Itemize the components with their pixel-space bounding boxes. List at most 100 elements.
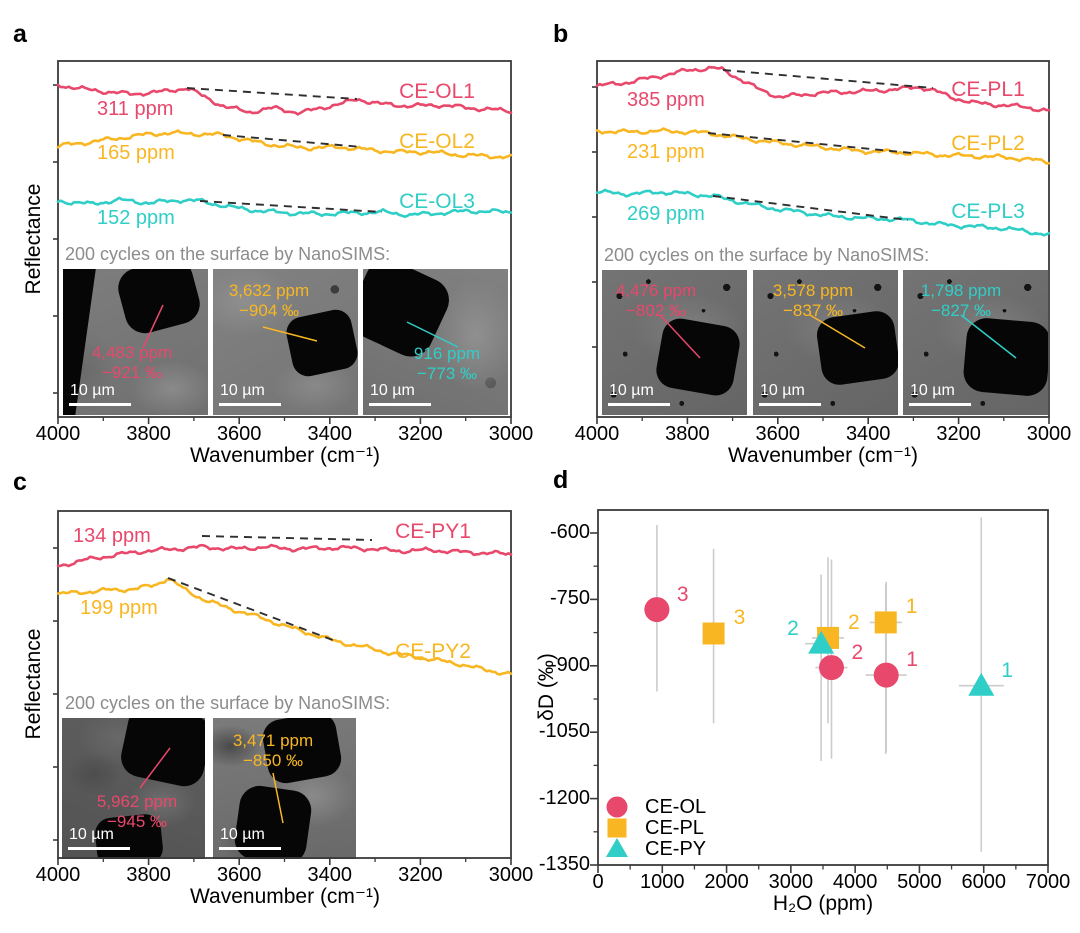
panel-c-label: c [13, 468, 27, 496]
marker-circle-CE-OL1 [873, 662, 899, 688]
panel-d-xtick-label: 5000 [897, 871, 942, 893]
sem-scalebar [909, 403, 971, 406]
sem-h2o-value: 3,578 ppm [772, 281, 854, 300]
sem-dD-value: −827 ‰ [930, 300, 991, 320]
sem-annotation: 916 ppm −773 ‰ [387, 344, 507, 383]
panel-a-xtick-label: 3000 [488, 423, 534, 445]
spectrum-curve-CE-OL2 [56, 129, 513, 160]
spectrum-curve-CE-PL3 [595, 188, 1051, 237]
sem-scalebar [219, 403, 281, 406]
panel-b-xaxis-title: Wavenumber (cm⁻¹) [728, 444, 918, 467]
sem-scalebar-label: 10 µm [609, 382, 654, 399]
legend-circle-icon [606, 796, 628, 818]
panel-a-xtick-label: 4000 [35, 423, 81, 445]
sem-image-b3: 1,798 ppm −827 ‰ 10 µm [903, 270, 1048, 415]
sem-dD-value: −904 ‰ [238, 300, 299, 320]
marker-circle-CE-OL2 [818, 655, 844, 681]
sem-h2o-value: 5,962 ppm [96, 792, 178, 811]
sem-pointer-line [262, 326, 318, 342]
trace-label-CE-OL3: CE-OL3 [399, 190, 475, 213]
spectrum-curve-CE-PY1 [56, 543, 513, 568]
marker-square-CE-PL1 [874, 611, 897, 634]
sem-scalebar [69, 403, 131, 406]
sem-dD-value: −945 ‰ [106, 811, 167, 831]
panel-d-xaxis-title: H₂O (ppm) [772, 892, 874, 915]
sem-annotation: 5,962 ppm −945 ‰ [72, 792, 202, 831]
point-sample-number-CE-PY2: 2 [787, 616, 799, 640]
continuum-dashed-line-CE-OL1 [186, 87, 358, 100]
marker-triangle-CE-PY1 [968, 672, 995, 696]
sem-dD-value: −850 ‰ [242, 750, 303, 770]
panel-d-ytick-label: -600 [549, 521, 590, 543]
sem-annotation: 3,471 ppm −850 ‰ [213, 731, 335, 770]
panel-a-xtick-label: 3200 [398, 423, 443, 445]
panel-a-label: a [13, 20, 27, 48]
marker-square-CE-PL3 [702, 622, 725, 645]
sem-image-a3: 916 ppm −773 ‰ 10 µm [363, 269, 508, 415]
continuum-dashed-line-CE-OL3 [199, 200, 383, 213]
sem-image-c1: 5,962 ppm −945 ‰ 10 µm [62, 718, 205, 859]
sem-scalebar [759, 403, 821, 406]
spectrum-curve-CE-PY2 [56, 578, 513, 676]
panel-b-xtick-label: 3000 [1026, 423, 1072, 445]
legend-label-CE-PY: CE-PY [645, 838, 707, 860]
sem-h2o-value: 916 ppm [413, 344, 481, 363]
sem-h2o-value: 3,471 ppm [232, 731, 314, 750]
water-content-label-CE-OL3: 152 ppm [97, 207, 175, 229]
panel-c-inset-title: 200 cycles on the surface by NanoSIMS: [65, 693, 391, 713]
sem-annotation: 3,632 ppm −904 ‰ [213, 281, 329, 320]
sem-image-a2: 3,632 ppm −904 ‰ 10 µm [213, 269, 358, 415]
continuum-dashed-line-CE-PY2 [167, 577, 339, 643]
continuum-dashed-line-CE-PL2 [707, 132, 913, 154]
sem-scalebar [608, 403, 670, 406]
sem-scalebar [369, 403, 431, 406]
panel-d-xtick-label: 2000 [704, 871, 749, 893]
marker-circle-CE-OL3 [644, 597, 670, 623]
panel-d-xtick-label: 3000 [768, 871, 814, 893]
sem-dD-value: −773 ‰ [416, 363, 477, 383]
sem-image-b2: 3,578 ppm −837 ‰ 10 µm [753, 270, 898, 415]
panel-d-xtick-label: 1000 [640, 871, 685, 893]
sem-dD-value: −837 ‰ [782, 300, 843, 320]
water-content-label-CE-OL2: 165 ppm [97, 142, 175, 164]
sem-pointer-line [809, 314, 866, 349]
sem-pointer-line [139, 747, 171, 789]
sem-scalebar-label: 10 µm [70, 382, 115, 399]
legend-label-CE-OL: CE-OL [645, 796, 707, 818]
trace-label-CE-PY2: CE-PY2 [395, 640, 471, 663]
point-sample-number-CE-PL3: 3 [733, 606, 746, 630]
panel-d-ytick-label: -750 [549, 587, 590, 610]
trace-label-CE-OL1: CE-OL1 [399, 80, 475, 103]
sem-scalebar-label: 10 µm [220, 382, 265, 399]
panel-b-inset-title: 200 cycles on the surface by NanoSIMS: [604, 245, 930, 265]
legend-square-icon [607, 818, 627, 838]
point-sample-number-CE-OL3: 3 [676, 582, 689, 606]
panel-a-yaxis-title: Reflectance [22, 183, 45, 295]
sem-pointer-line [406, 321, 459, 348]
point-sample-number-CE-PY1: 1 [1001, 658, 1013, 682]
panel-c-xtick-label: 3400 [307, 864, 353, 886]
continuum-dashed-line-CE-PL1 [722, 69, 934, 89]
point-sample-number-CE-PL1: 1 [905, 595, 918, 619]
sem-pointer-line [272, 772, 284, 824]
continuum-dashed-line-CE-PL3 [712, 195, 909, 221]
sem-scalebar-label: 10 µm [370, 382, 415, 399]
point-sample-number-CE-OL1: 1 [906, 648, 918, 672]
panel-d-xtick-label: 0 [592, 871, 604, 893]
panel-d-label: d [553, 466, 569, 494]
panel-b-xtick-label: 3400 [845, 423, 891, 445]
sem-image-b1: 4,476 ppm −802 ‰ 10 µm [602, 270, 747, 415]
sem-pointer-line [142, 304, 164, 349]
sem-scalebar-label: 10 µm [69, 826, 114, 843]
sem-h2o-value: 4,483 ppm [91, 343, 173, 362]
spectrum-curve-CE-PL2 [595, 127, 1051, 165]
water-content-label-CE-PL1: 385 ppm [627, 89, 705, 111]
sem-scalebar [68, 847, 130, 850]
panel-c-xtick-label: 3200 [398, 864, 443, 886]
sem-dD-value: −921 ‰ [101, 362, 162, 382]
panel-a-xtick-label: 3800 [126, 423, 171, 445]
water-content-label-CE-OL1: 311 ppm [97, 98, 174, 120]
panel-b-frame [596, 60, 1050, 418]
spectrum-curve-CE-OL3 [56, 196, 513, 218]
